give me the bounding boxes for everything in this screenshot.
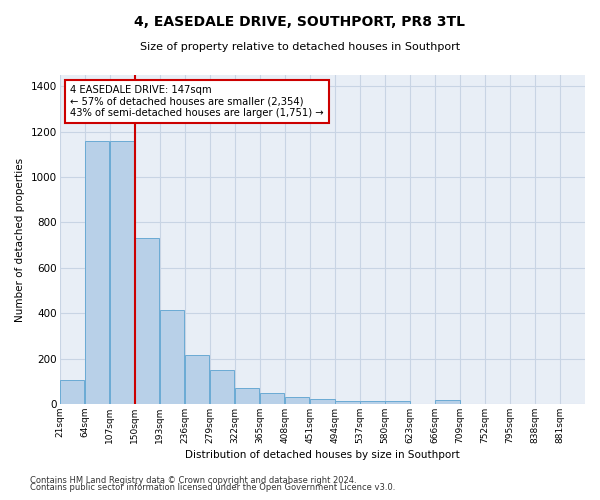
Text: Contains public sector information licensed under the Open Government Licence v3: Contains public sector information licen…	[30, 484, 395, 492]
Bar	[335, 400, 359, 404]
Text: Size of property relative to detached houses in Southport: Size of property relative to detached ho…	[140, 42, 460, 52]
Bar	[285, 397, 310, 404]
Bar	[385, 401, 410, 404]
Bar	[235, 388, 259, 404]
Bar	[260, 393, 284, 404]
Text: 4 EASEDALE DRIVE: 147sqm
← 57% of detached houses are smaller (2,354)
43% of sem: 4 EASEDALE DRIVE: 147sqm ← 57% of detach…	[70, 85, 324, 118]
Bar	[110, 141, 134, 404]
Bar	[134, 238, 160, 404]
Bar	[310, 400, 335, 404]
Bar	[85, 141, 109, 404]
Text: 4, EASEDALE DRIVE, SOUTHPORT, PR8 3TL: 4, EASEDALE DRIVE, SOUTHPORT, PR8 3TL	[134, 15, 466, 29]
Bar	[360, 400, 385, 404]
Bar	[435, 400, 460, 404]
Text: Contains HM Land Registry data © Crown copyright and database right 2024.: Contains HM Land Registry data © Crown c…	[30, 476, 356, 485]
Y-axis label: Number of detached properties: Number of detached properties	[15, 158, 25, 322]
Bar	[185, 355, 209, 404]
Bar	[160, 310, 184, 404]
Bar	[59, 380, 85, 404]
Bar	[210, 370, 235, 404]
X-axis label: Distribution of detached houses by size in Southport: Distribution of detached houses by size …	[185, 450, 460, 460]
